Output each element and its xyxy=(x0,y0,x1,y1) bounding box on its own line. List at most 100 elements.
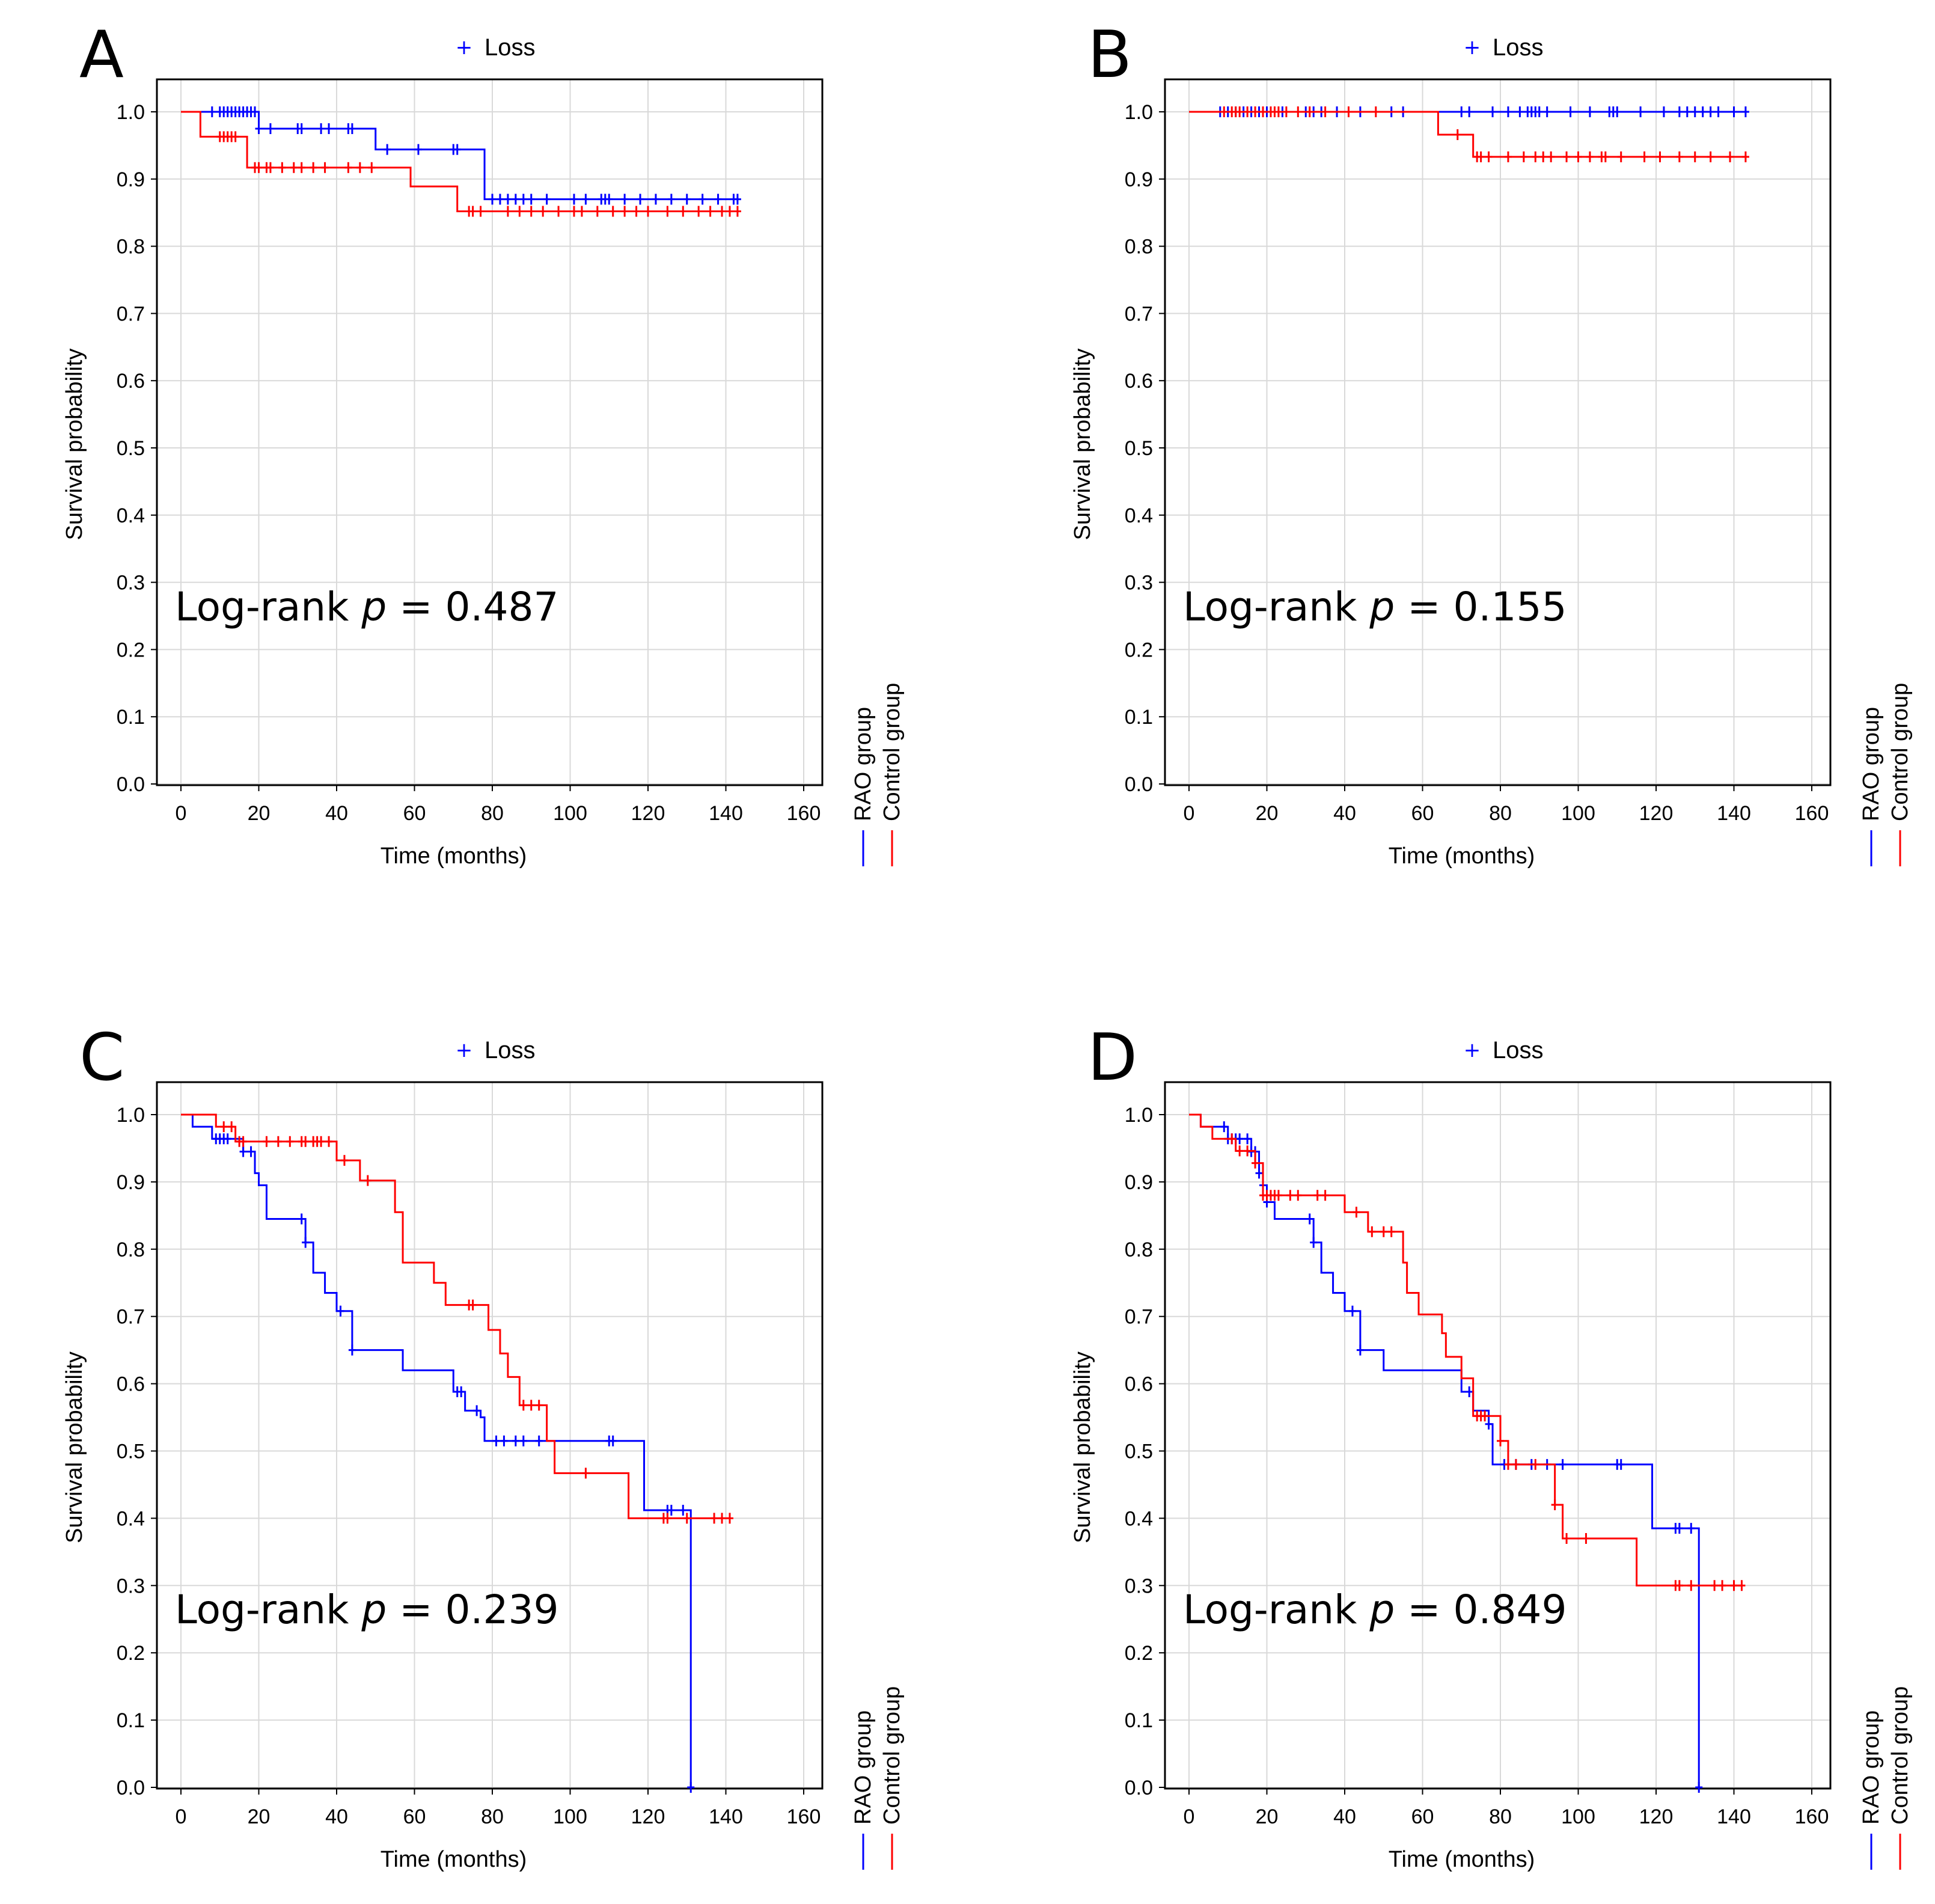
logrank-p-value: 0.155 xyxy=(1453,584,1567,630)
censor-mark xyxy=(228,1121,236,1133)
censor-mark xyxy=(1454,129,1461,141)
censor-plus-icon: + xyxy=(1464,35,1481,60)
censor-mark xyxy=(364,1175,371,1186)
censor-mark xyxy=(664,206,671,217)
censor-mark xyxy=(609,1435,617,1446)
censor-mark xyxy=(621,206,629,217)
censor-mark xyxy=(251,106,259,117)
censor-mark xyxy=(718,206,726,217)
censor-mark xyxy=(1489,106,1497,117)
censor-mark xyxy=(733,206,741,217)
censor-mark xyxy=(255,162,263,173)
x-tick-label: 20 xyxy=(248,1805,271,1828)
censor-mark xyxy=(1356,1344,1364,1356)
panel-a: 0 20 40 60 80 100 120 140 160 0.0 0.1 0.2 0.3 0.4 0.5 0… xyxy=(62,17,905,869)
y-tick-label: 0.7 xyxy=(1125,1306,1153,1329)
censor-mark xyxy=(679,1504,687,1516)
censor-mark xyxy=(1741,151,1749,162)
group-label-rao: RAO group xyxy=(851,1710,876,1825)
y-tick-label: 0.1 xyxy=(1125,1709,1153,1732)
y-tick-label: 0.3 xyxy=(117,1575,145,1597)
censor-mark xyxy=(667,1504,675,1516)
legend-title: Loss xyxy=(1493,34,1544,61)
censor-mark xyxy=(1353,1207,1360,1218)
panel-letter: D xyxy=(1087,1020,1137,1095)
group-label-rao: RAO group xyxy=(1859,707,1884,821)
y-tick-label: 0.1 xyxy=(117,1709,145,1732)
series-control-group xyxy=(1189,106,1749,162)
censor-mark xyxy=(1741,106,1749,117)
censor-mark xyxy=(208,106,216,117)
x-tick-label: 120 xyxy=(1639,1805,1674,1828)
logrank-p-value: 0.239 xyxy=(445,1587,558,1633)
panel-b: 0 20 40 60 80 100 120 140 160 0.0 0.1 0.2 0.3 0.4 0.5 0… xyxy=(1070,17,1913,869)
series-control-group xyxy=(181,111,741,217)
censor-mark xyxy=(1458,106,1466,117)
censor-mark xyxy=(489,194,496,205)
censor-mark xyxy=(1236,1133,1244,1145)
x-tick-label: 100 xyxy=(1561,802,1595,825)
censor-mark xyxy=(1535,106,1543,117)
censor-mark xyxy=(1477,151,1485,162)
censor-mark xyxy=(527,194,535,205)
x-tick-label: 100 xyxy=(553,1805,587,1828)
censor-mark xyxy=(1244,1145,1252,1157)
x-tick-label: 160 xyxy=(1795,802,1829,825)
censor-mark xyxy=(1321,106,1329,117)
y-tick-label: 0.2 xyxy=(1125,638,1153,661)
censor-mark xyxy=(1695,1782,1703,1793)
censor-mark xyxy=(1683,106,1691,117)
censor-mark xyxy=(504,194,512,205)
censor-mark xyxy=(317,1136,325,1147)
censor-mark xyxy=(1294,1190,1302,1201)
censor-mark xyxy=(278,162,286,173)
censor-mark xyxy=(337,1305,344,1317)
censor-mark xyxy=(621,194,629,205)
logrank-p-value: 0.849 xyxy=(1453,1587,1567,1633)
x-tick-label: 60 xyxy=(1411,1805,1434,1828)
logrank-prefix: Log-rank xyxy=(175,1587,361,1633)
censor-mark xyxy=(1730,1580,1738,1591)
censor-mark xyxy=(1617,151,1625,162)
logrank-annotation: Log-rank p = 0.849 xyxy=(1183,1587,1567,1633)
censor-mark xyxy=(667,194,675,205)
censor-mark xyxy=(539,206,547,217)
censor-mark xyxy=(1532,1459,1539,1470)
censor-mark xyxy=(348,1344,356,1356)
x-tick-label: 80 xyxy=(1489,802,1512,825)
y-tick-label: 0.7 xyxy=(1125,302,1153,325)
series-rao-group xyxy=(1189,1113,1703,1793)
y-tick-label: 0.5 xyxy=(117,1440,145,1463)
censor-mark xyxy=(582,194,590,205)
y-tick-label: 0.6 xyxy=(117,1373,145,1396)
plot-frame xyxy=(156,78,824,786)
censor-mark xyxy=(1282,106,1290,117)
censor-mark xyxy=(384,144,391,155)
censor-mark xyxy=(1640,151,1648,162)
y-tick-label: 0.0 xyxy=(1125,773,1153,796)
censor-mark xyxy=(1543,106,1551,117)
censor-mark xyxy=(500,1435,508,1446)
censor-mark xyxy=(477,206,485,217)
panel-letter: C xyxy=(79,1020,124,1095)
censor-mark xyxy=(457,1386,465,1398)
censor-mark xyxy=(290,162,298,173)
series-rao-group xyxy=(181,106,741,205)
y-tick-label: 0.5 xyxy=(1125,1440,1153,1463)
y-tick-label: 0.1 xyxy=(1125,706,1153,729)
censor-mark xyxy=(726,206,733,217)
x-axis-label: Time (months) xyxy=(1389,1847,1535,1872)
logrank-p-symbol: p xyxy=(1369,1587,1395,1633)
censor-mark xyxy=(1691,151,1699,162)
x-tick-label: 40 xyxy=(1333,1805,1356,1828)
logrank-equals: = xyxy=(387,1587,445,1633)
censor-mark xyxy=(325,123,333,134)
censor-mark xyxy=(679,206,687,217)
y-tick-label: 0.7 xyxy=(117,1306,145,1329)
censor-mark xyxy=(231,131,239,142)
censor-mark xyxy=(516,206,524,217)
censor-mark xyxy=(344,162,352,173)
censor-mark xyxy=(1707,151,1714,162)
censor-mark xyxy=(1707,106,1714,117)
censor-mark xyxy=(1345,106,1353,117)
